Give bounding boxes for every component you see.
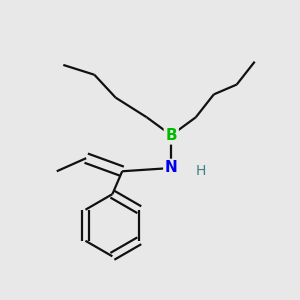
Text: N: N — [165, 160, 178, 175]
Text: B: B — [166, 128, 177, 143]
Text: H: H — [196, 164, 206, 178]
